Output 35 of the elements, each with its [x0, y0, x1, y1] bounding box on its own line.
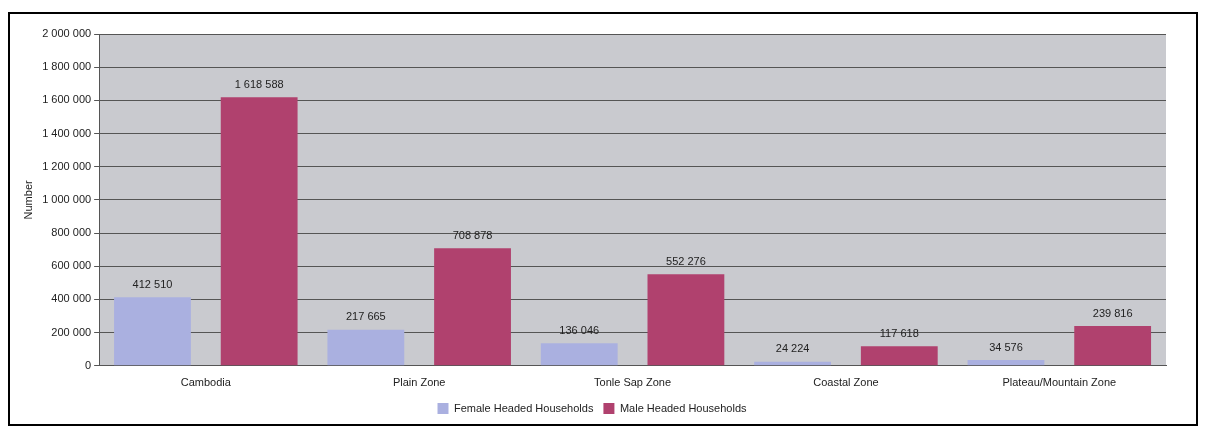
- y-tick-label: 800 000: [51, 226, 92, 239]
- bar: [860, 346, 938, 366]
- data-label: 412 510: [132, 277, 173, 290]
- y-tick-label: 1 800 000: [42, 60, 92, 73]
- bar: [1074, 326, 1152, 366]
- y-tick-label: 1 600 000: [42, 93, 92, 106]
- bar: [220, 97, 298, 366]
- data-label: 552 276: [666, 254, 706, 267]
- y-tick-label: 0: [85, 358, 92, 371]
- x-tick-label: Tonle Sap Zone: [594, 376, 672, 389]
- bar: [647, 274, 725, 366]
- y-tick-label: 400 000: [51, 292, 92, 305]
- data-label: 239 816: [1092, 306, 1133, 319]
- y-tick-label: 1 000 000: [42, 192, 92, 205]
- x-tick-label: Plain Zone: [392, 376, 446, 389]
- data-label: 24 224: [775, 342, 810, 355]
- bar: [967, 360, 1045, 366]
- y-tick-label: 1 400 000: [42, 126, 92, 139]
- legend-label: Male Headed Households: [619, 401, 747, 414]
- y-tick-label: 2 000 000: [42, 27, 92, 40]
- x-tick-label: Plateau/Mountain Zone: [1002, 376, 1117, 389]
- y-tick-label: 600 000: [51, 259, 92, 272]
- y-tick-label: 1 200 000: [42, 159, 92, 172]
- x-tick-label: Cambodia: [180, 376, 232, 389]
- data-label: 1 618 588: [234, 77, 284, 90]
- y-tick-label: 200 000: [51, 325, 92, 338]
- data-label: 217 665: [345, 310, 386, 323]
- legend-label: Female Headed Households: [454, 401, 594, 414]
- bar: [327, 329, 405, 366]
- x-tick-label: Coastal Zone: [813, 376, 879, 389]
- bar: [540, 343, 618, 366]
- y-axis-title: Number: [21, 180, 34, 220]
- bar: [114, 297, 191, 366]
- bar: [434, 248, 511, 366]
- data-label: 34 576: [989, 340, 1023, 353]
